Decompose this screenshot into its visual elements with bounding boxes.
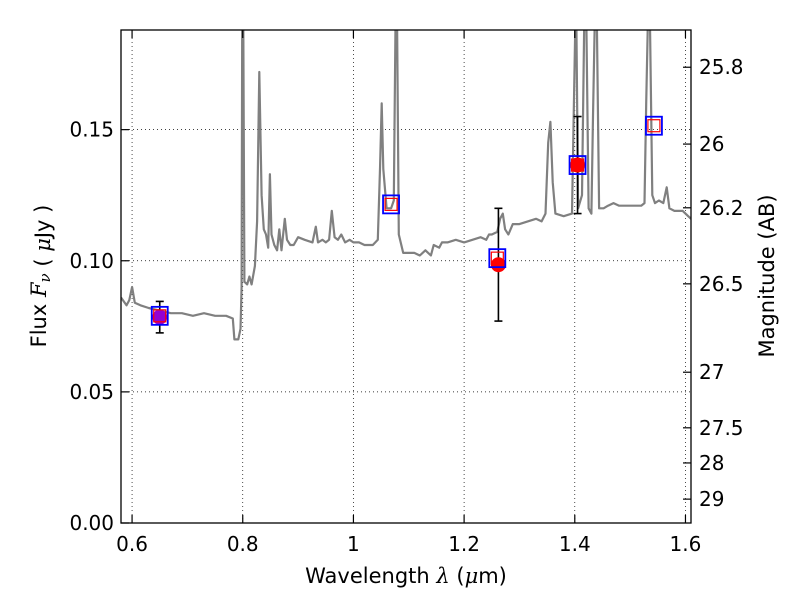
x-tick-label: 1.4	[559, 532, 591, 556]
plot-frame	[120, 29, 692, 524]
model-point	[150, 305, 169, 326]
x-tick-label: 0.6	[116, 532, 148, 556]
model-point	[645, 115, 663, 136]
model-point	[488, 248, 507, 269]
right-tick-label: 26	[699, 132, 724, 156]
right-tick-label: 28	[699, 451, 724, 475]
x-axis-label: Wavelength λ (μm)	[305, 564, 507, 588]
model-point-inner	[153, 309, 167, 323]
right-tick-label: 26.5	[699, 272, 744, 296]
right-axis-label: Magnitude (AB)	[755, 194, 779, 357]
observed-point	[152, 309, 168, 325]
grid	[121, 30, 691, 523]
right-tick-label: 26.2	[699, 196, 744, 220]
y-tick-label: 0.00	[69, 511, 114, 535]
axis-ticks: 0.6 0.8 1 1.2 1.4 1.6 0.00 0.05 0.10 0.15 25.8 26 26…	[69, 30, 744, 556]
x-tick-label: 0.8	[227, 532, 259, 556]
model-point	[382, 194, 400, 215]
x-tick-label: 1.6	[670, 532, 702, 556]
right-tick-label: 27.5	[699, 416, 744, 440]
model-point-inner	[384, 197, 398, 211]
y-axis-label: Flux Fν ( μJy )	[27, 205, 55, 348]
right-tick-label: 25.8	[699, 55, 744, 79]
y-tick-label: 0.05	[69, 380, 114, 404]
model-point-inner	[647, 119, 661, 133]
model-point-inner	[490, 251, 504, 265]
right-tick-label: 27	[699, 360, 724, 384]
model-point-inner	[570, 158, 585, 172]
x-tick-label: 1	[347, 532, 360, 556]
model-point	[568, 155, 587, 175]
x-tick-label: 1.2	[448, 532, 480, 556]
observed-point	[570, 157, 586, 173]
right-tick-label: 29	[699, 487, 724, 511]
plot-area	[121, 30, 691, 341]
spectrum-line	[121, 30, 691, 341]
y-tick-label: 0.10	[69, 249, 114, 273]
y-tick-label: 0.15	[69, 118, 114, 142]
